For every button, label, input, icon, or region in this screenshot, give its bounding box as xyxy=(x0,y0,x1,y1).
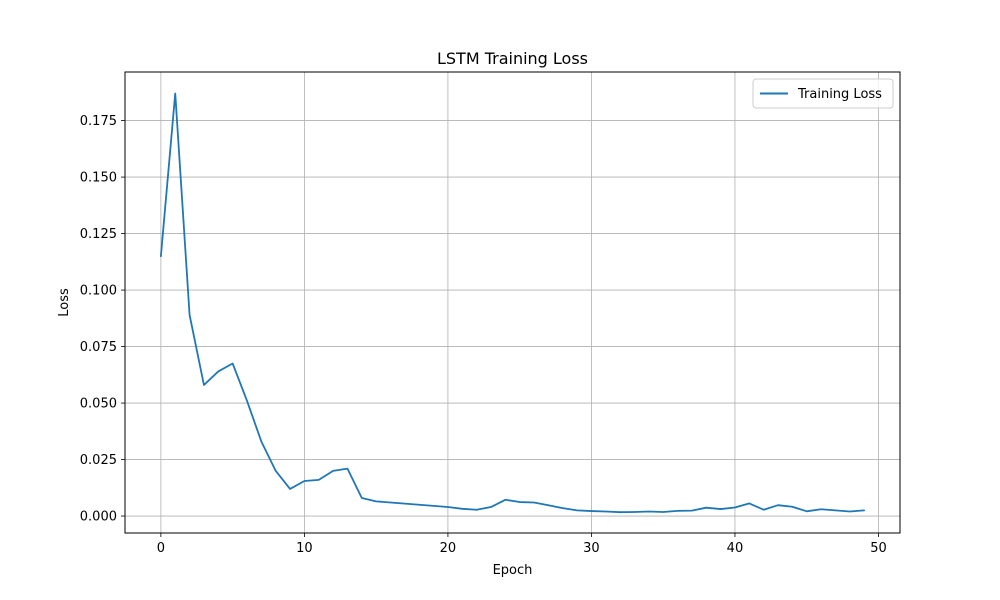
x-axis-label: Epoch xyxy=(493,563,533,578)
x-tick-label: 40 xyxy=(727,541,744,556)
legend-label-training-loss: Training Loss xyxy=(797,87,882,102)
series-layer xyxy=(159,92,866,514)
series-line-training-loss xyxy=(159,92,866,514)
x-tick-label: 20 xyxy=(440,541,457,556)
y-tick-label: 0.100 xyxy=(80,284,117,299)
y-tick-label: 0.175 xyxy=(80,114,117,129)
x-tick-label: 0 xyxy=(157,541,165,556)
axis-ticks: 0 10 20 30 40 50 0.000 0.025 0.050 0.075 0.100 0.12… xyxy=(80,114,887,556)
grid-lines xyxy=(125,72,900,533)
x-tick-label: 10 xyxy=(296,541,313,556)
legend-box xyxy=(752,78,894,109)
y-tick-label: 0.075 xyxy=(80,340,117,355)
legend: Training Loss xyxy=(752,78,894,109)
y-tick-label: 0.125 xyxy=(80,227,117,242)
y-tick-label: 0.000 xyxy=(80,510,117,525)
y-tick-label: 0.025 xyxy=(80,453,117,468)
x-tick-label: 30 xyxy=(583,541,600,556)
x-tick-label: 50 xyxy=(870,541,887,556)
y-tick-label: 0.050 xyxy=(80,397,117,412)
y-tick-label: 0.150 xyxy=(80,171,117,186)
y-axis-label: Loss xyxy=(57,288,72,317)
plot-area-frame xyxy=(124,71,901,534)
chart-title: LSTM Training Loss xyxy=(437,49,588,68)
